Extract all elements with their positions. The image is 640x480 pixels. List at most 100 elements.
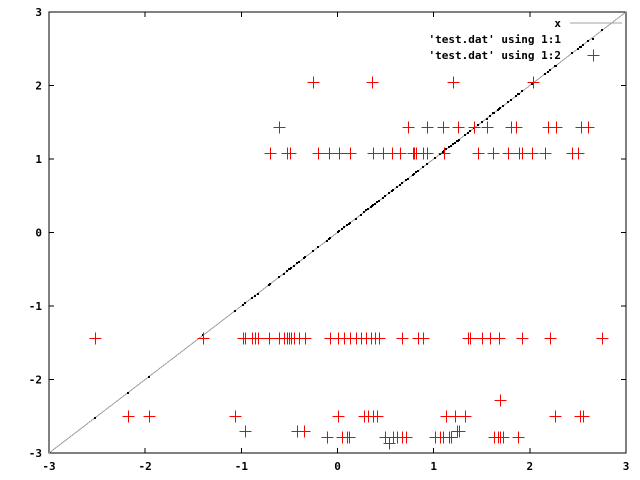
data-point-dot (374, 203, 376, 205)
data-point-dot (499, 107, 501, 109)
data-point-dot (303, 257, 305, 259)
data-point-dot (489, 115, 491, 117)
data-point-dot (577, 48, 579, 50)
data-point-dot (399, 184, 401, 186)
data-point-dot (448, 146, 450, 148)
legend-sample-dot (592, 38, 594, 40)
y-tick-label: 3 (35, 6, 42, 19)
data-point-dot (426, 163, 428, 165)
data-point-dot (329, 237, 331, 239)
data-point-dot (326, 240, 328, 242)
data-point-dot (348, 223, 350, 225)
data-point-dot (382, 197, 384, 199)
data-point-dot (554, 65, 556, 67)
data-point-dot (363, 211, 365, 213)
data-point-dot (365, 209, 367, 211)
data-point-dot (244, 302, 246, 304)
data-point-dot (515, 95, 517, 97)
data-point-dot (464, 134, 466, 136)
legend-label-plus: 'test.dat' using 1:2 (429, 49, 561, 62)
data-point-dot (346, 224, 348, 226)
data-point-dot (531, 83, 533, 85)
data-point-dot (415, 171, 417, 173)
x-tick-label: -2 (139, 460, 152, 473)
data-point-dot (571, 52, 573, 54)
data-point-dot (405, 179, 407, 181)
y-tick-label: 1 (35, 153, 42, 166)
x-tick-label: 0 (334, 460, 341, 473)
x-tick-label: 3 (623, 460, 630, 473)
data-point-dot (234, 310, 236, 312)
data-point-dot (290, 267, 292, 269)
legend-label-line: x (554, 17, 561, 30)
data-point-dot (355, 218, 357, 220)
data-point-dot (298, 261, 300, 263)
data-point-dot (370, 206, 372, 208)
data-point-dot (434, 157, 436, 159)
data-point-dot (445, 148, 447, 150)
data-point-dot (254, 295, 256, 297)
data-point-dot (450, 145, 452, 147)
data-point-dot (507, 101, 509, 103)
y-tick-label: -2 (29, 374, 42, 387)
data-point-dot (257, 293, 259, 295)
x-tick-label: -3 (42, 460, 55, 473)
data-point-dot (587, 40, 589, 42)
data-point-dot (372, 204, 374, 206)
data-point-dot (376, 201, 378, 203)
data-point-dot (544, 73, 546, 75)
data-point-dot (521, 90, 523, 92)
data-point-dot (497, 109, 499, 111)
data-point-dot (242, 304, 244, 306)
y-tick-label: -3 (29, 447, 42, 460)
data-point-dot (312, 250, 314, 252)
data-point-dot (454, 142, 456, 144)
y-tick-label: -1 (29, 300, 43, 313)
data-point-dot (510, 99, 512, 101)
data-point-dot (378, 200, 380, 202)
data-point-dot (127, 392, 129, 394)
data-point-dot (384, 195, 386, 197)
data-point-dot (579, 46, 581, 48)
data-point-dot (417, 170, 419, 172)
data-point-dot (442, 151, 444, 153)
data-point-dot (286, 270, 288, 272)
data-points-plus (89, 76, 609, 450)
data-point-dot (396, 186, 398, 188)
data-point-dot (388, 192, 390, 194)
data-point-dot (456, 140, 458, 142)
data-point-dot (407, 178, 409, 180)
data-point-dot (278, 276, 280, 278)
data-point-dot (288, 268, 290, 270)
data-point-dot (283, 273, 285, 275)
data-point-dot (467, 132, 469, 134)
data-point-dot (493, 112, 495, 114)
data-point-dot (337, 231, 339, 233)
legend-sample-plus (587, 49, 600, 62)
data-point-dot (341, 228, 343, 230)
data-point-dot (392, 189, 394, 191)
data-point-dot (343, 226, 345, 228)
legend-label-dots: 'test.dat' using 1:1 (429, 33, 562, 46)
data-point-dot (469, 130, 471, 132)
data-point-dot (293, 265, 295, 267)
y-tick-label: 0 (35, 227, 42, 240)
x-tick-label: 1 (430, 460, 437, 473)
data-point-dot (367, 208, 369, 210)
data-point-dot (296, 262, 298, 264)
data-point-dot (401, 182, 403, 184)
y-tick-label: 2 (35, 80, 42, 93)
data-point-dot (148, 376, 150, 378)
data-point-dot (517, 93, 519, 95)
data-point-dot (481, 121, 483, 123)
data-point-dot (452, 143, 454, 145)
x-tick-label: -1 (235, 460, 249, 473)
data-point-dot (601, 29, 603, 31)
data-point-dot (549, 69, 551, 71)
data-point-dot (486, 118, 488, 120)
data-point-dot (582, 44, 584, 46)
data-point-dot (422, 166, 424, 168)
x-tick-label: 2 (527, 460, 534, 473)
